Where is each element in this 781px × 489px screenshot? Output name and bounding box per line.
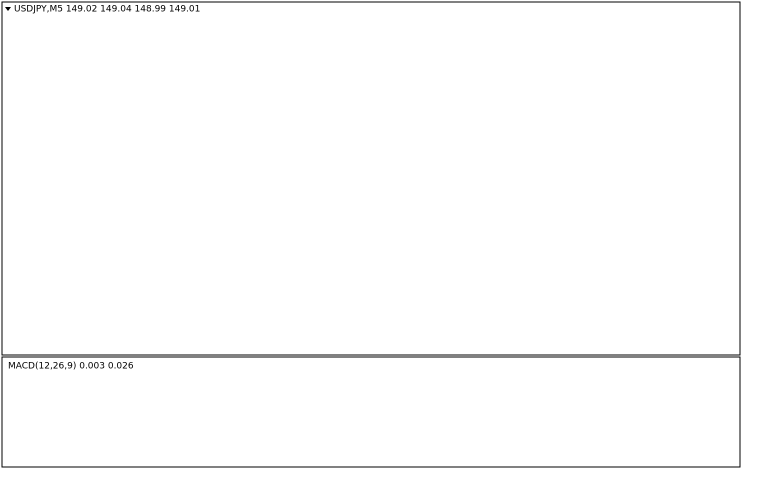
title-icon bbox=[5, 7, 11, 11]
price-panel-frame bbox=[1, 1, 741, 356]
chart-title: USDJPY,M5 149.02 149.04 148.99 149.01 bbox=[14, 5, 200, 15]
macd-title: MACD(12,26,9) 0.003 0.026 bbox=[8, 362, 134, 372]
macd-panel-frame bbox=[1, 356, 741, 468]
